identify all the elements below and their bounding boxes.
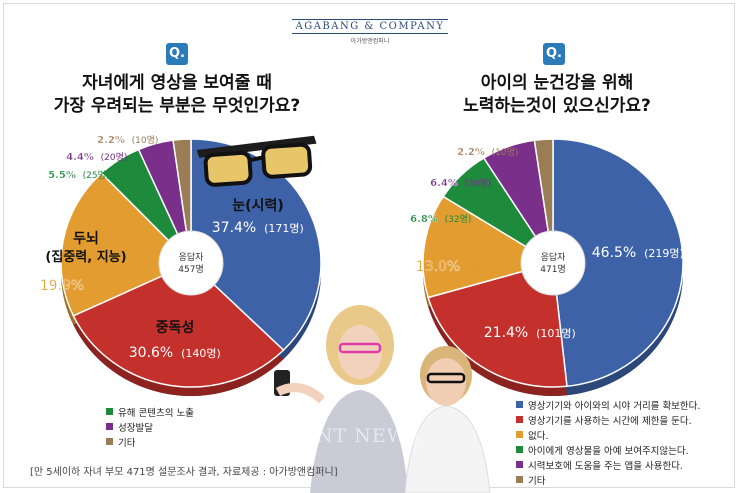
chart-left-title-line-1: 자녀에게 영상을 보여줄 때: [82, 73, 272, 93]
slice-percent-label: 2.2%: [97, 135, 125, 146]
slice-category-label: 눈(시력): [232, 198, 283, 214]
slice-count-label: (61명): [472, 261, 505, 274]
chart-left-title: 자녀에게 영상을 보여줄 때 가장 우려되는 부분은 무엇인가요?: [40, 72, 314, 118]
pie-slice: [72, 262, 285, 388]
slice-category-label: (집중력, 지능): [45, 250, 126, 265]
pie-center-label: 응답자: [179, 251, 205, 263]
pie-slice: [422, 195, 555, 299]
pie-slice: [427, 262, 568, 388]
legend-label: 없다.: [528, 430, 549, 442]
pie-center-label: 응답자: [541, 251, 567, 263]
brand-logo-text: AGABANG & COMPANY: [291, 19, 449, 34]
pie-center-count: 457명: [178, 264, 203, 275]
watermark: TENANT NEWS: [255, 425, 422, 447]
legend-swatch-orange: [516, 431, 523, 438]
slice-category-label: 두뇌: [73, 231, 99, 247]
legend-right: 영상기기와 아이와의 시야 거리를 확보한다. 영상기기를 사용하는 시간에 제…: [516, 397, 700, 487]
legend-label: 시력보호에 도움을 주는 앱을 사용한다.: [528, 460, 683, 472]
slice-count-label: (30명): [465, 178, 492, 189]
legend-swatch-green: [516, 446, 523, 453]
legend-right-item: 영상기기와 아이와의 시야 거리를 확보한다.: [516, 397, 700, 412]
legend-swatch-red: [516, 416, 523, 423]
legend-swatch-green: [106, 408, 113, 415]
legend-label: 기타: [118, 437, 136, 449]
legend-label: 영상기기를 사용하는 시간에 제한을 둔다.: [528, 415, 692, 427]
legend-right-item: 기타: [516, 472, 700, 487]
pie-slice: [60, 172, 193, 317]
legend-swatch-purple: [516, 461, 523, 468]
legend-swatch-blue: [516, 401, 523, 408]
legend-left-item: 유해 콘텐츠의 노출: [106, 404, 194, 419]
footnote: [만 5세이하 자녀 부모 471명 설문조사 결과, 자료제공 : 아가방앤컴…: [30, 467, 338, 478]
legend-left: 유해 콘텐츠의 노출 성장발달 기타: [106, 404, 194, 449]
brand-subtitle: 아가방앤컴퍼니: [350, 38, 390, 45]
pie-slice: [552, 138, 684, 388]
chart-right-title-line-2: 노력하는것이 있으신가요?: [463, 96, 651, 116]
slice-count-label: (91명): [96, 280, 129, 293]
legend-label: 기타: [528, 475, 546, 487]
slice-percent-label: 19.9%: [40, 278, 84, 294]
slice-percent-label: 37.4%: [212, 220, 256, 236]
legend-swatch-brown: [516, 476, 523, 483]
legend-swatch-brown: [106, 438, 113, 445]
slice-percent-label: 5.5%: [48, 170, 76, 181]
chart-right-title-line-1: 아이의 눈건강을 위해: [480, 73, 634, 93]
q-badge-right: Q.: [543, 43, 565, 65]
children-photo: [274, 305, 491, 493]
slice-count-label: (171명): [264, 222, 304, 235]
slice-percent-label: 2.2%: [457, 147, 485, 158]
chart-right-title: 아이의 눈건강을 위해 노력하는것이 있으신가요?: [420, 72, 694, 118]
slice-percent-label: 13.0%: [416, 259, 460, 275]
legend-label: 영상기기와 아이와의 시야 거리를 확보한다.: [528, 400, 701, 412]
pie-1-center-hole: [520, 230, 586, 296]
slice-percent-label: 6.8%: [410, 214, 438, 225]
pie-center-count: 471명: [540, 264, 565, 275]
slice-percent-label: 46.5%: [592, 245, 636, 261]
slice-percent-label: 30.6%: [129, 345, 173, 361]
slice-category-label: 중독성: [156, 320, 195, 336]
legend-right-item: 영상기기를 사용하는 시간에 제한을 둔다.: [516, 412, 700, 427]
q-badge-left: Q.: [166, 43, 188, 65]
legend-label: 아이에게 영상물을 아예 보여주지않는다.: [528, 445, 689, 457]
slice-count-label: (101명): [536, 327, 576, 340]
slice-count-label: (10명): [132, 135, 159, 146]
brand-header: AGABANG & COMPANY 아가방앤컴퍼니: [0, 14, 740, 45]
slice-count-label: (25명): [83, 170, 110, 181]
legend-label: 성장발달: [118, 422, 153, 434]
slice-count-label: (32명): [445, 214, 472, 225]
chart-left-title-line-2: 가장 우려되는 부분은 무엇인가요?: [53, 96, 301, 116]
legend-right-item: 없다.: [516, 427, 700, 442]
legend-label: 유해 콘텐츠의 노출: [118, 407, 194, 419]
pie-0-center-hole: [158, 230, 224, 296]
slice-count-label: (140명): [181, 347, 221, 360]
legend-left-item: 성장발달: [106, 419, 194, 434]
pie-slice: [190, 138, 322, 352]
sunglasses-icon: [196, 135, 317, 187]
legend-swatch-purple: [106, 423, 113, 430]
slice-count-label: (20명): [101, 152, 128, 163]
slice-percent-label: 6.4%: [430, 178, 458, 189]
slice-count-label: (10명): [492, 147, 519, 158]
legend-right-item: 아이에게 영상물을 아예 보여주지않는다.: [516, 442, 700, 457]
legend-right-item: 시력보호에 도움을 주는 앱을 사용한다.: [516, 457, 700, 472]
legend-left-item: 기타: [106, 434, 194, 449]
slice-percent-label: 21.4%: [484, 325, 528, 341]
slice-percent-label: 4.4%: [66, 152, 94, 163]
slice-count-label: (219명): [644, 247, 684, 260]
